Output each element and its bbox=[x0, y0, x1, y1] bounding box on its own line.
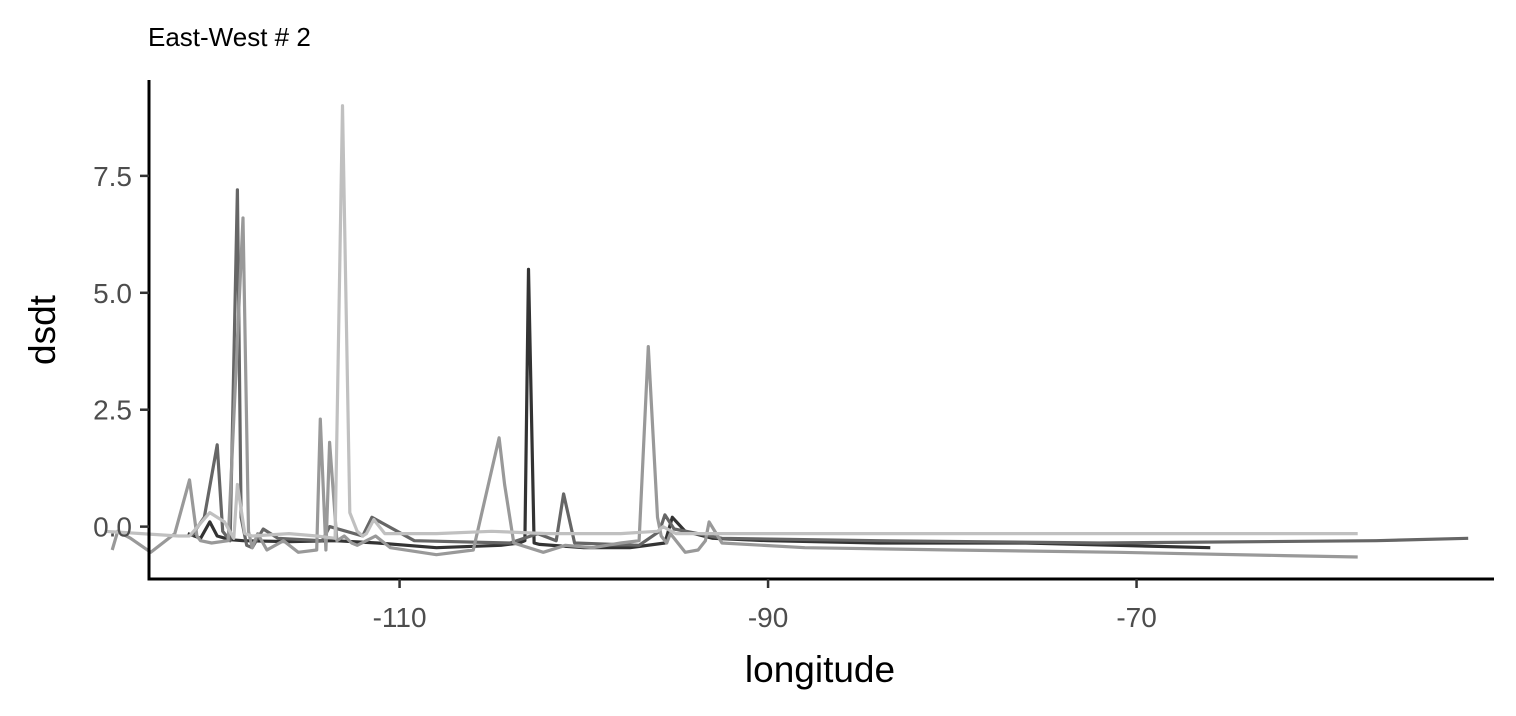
y-tick-label: 2.5 bbox=[93, 395, 132, 426]
y-tick-label: 7.5 bbox=[93, 161, 132, 192]
chart-title: East-West # 2 bbox=[148, 22, 311, 52]
x-tick-label: -90 bbox=[748, 602, 788, 633]
x-axis-title: longitude bbox=[745, 649, 895, 690]
x-ticks: -110 -90 -70 bbox=[373, 579, 1157, 633]
y-ticks: 0.0 2.5 5.0 7.5 bbox=[93, 161, 149, 543]
x-tick-label: -110 bbox=[373, 602, 427, 633]
y-tick-label: 5.0 bbox=[93, 278, 132, 309]
axis-layer bbox=[147, 80, 1494, 581]
x-tick-label: -70 bbox=[1116, 602, 1156, 633]
series-line-3 bbox=[110, 216, 1358, 559]
series-line-4 bbox=[104, 104, 1358, 540]
series-line-2 bbox=[190, 188, 1469, 550]
y-axis-title: dsdt bbox=[22, 294, 63, 365]
y-tick-label: 0.0 bbox=[93, 512, 132, 543]
series-layer bbox=[104, 104, 1469, 559]
series-line-1 bbox=[187, 267, 1211, 550]
